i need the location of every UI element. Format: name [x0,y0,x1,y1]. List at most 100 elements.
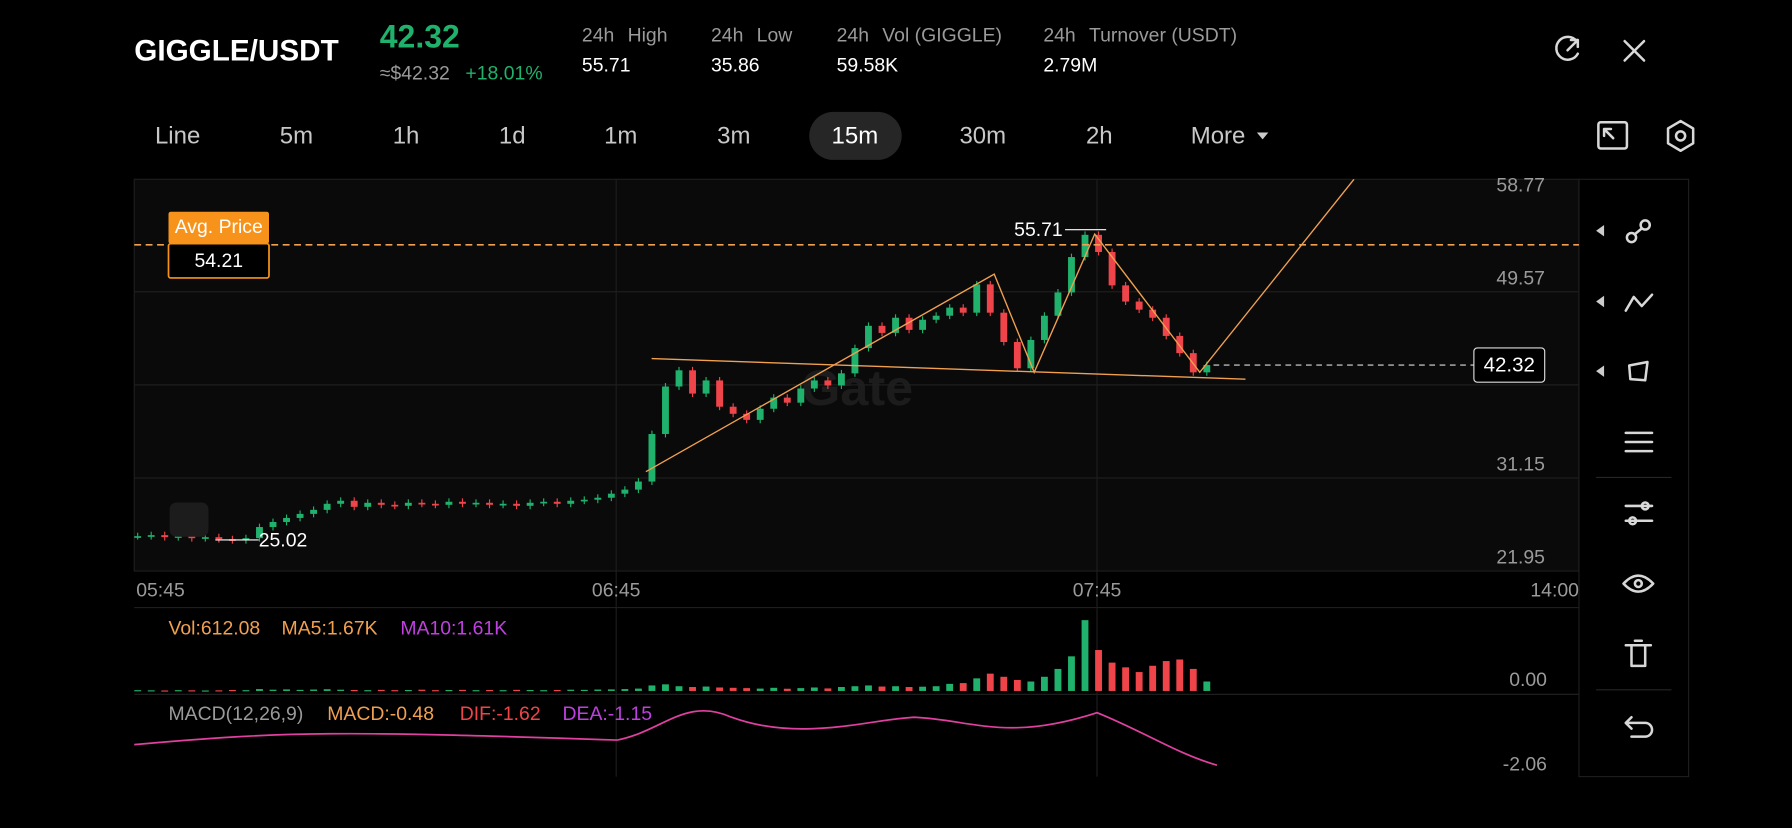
tool-settings[interactable] [1624,431,1654,453]
stat-value: 59.58K [837,54,899,76]
volume-bar [973,678,981,691]
volume-bar [377,689,385,691]
volume-bar [1189,668,1197,691]
stat-label: High [628,25,668,47]
tool-wave[interactable] [1624,293,1654,312]
macd-axis-top: 0.00 [1509,669,1547,691]
stat-period: 24h [582,25,614,47]
y-tick-label: 31.15 [1496,454,1545,476]
volume-bar [540,690,548,692]
volume-bar [865,685,872,691]
volume-bar [147,690,155,692]
dea-value: DEA:-1.15 [563,703,653,725]
x-tick-label: 14:00 [1530,580,1579,602]
stats: 24h High 55.71 24h Low 35.86 24h Vol (GIGGLE) 59… [582,25,1237,77]
macd-line-decor [134,709,1218,767]
close-icon[interactable] [1623,39,1646,62]
volume-bar [1054,668,1062,691]
tool-undo[interactable] [1624,715,1654,738]
volume-bar [932,686,940,691]
volume-bar [1135,672,1143,691]
stat-value: 2.79M [1043,54,1097,76]
x-tick-label: 05:45 [136,580,185,602]
volume-bar [269,689,277,691]
dif-value: DIF:-1.62 [460,703,541,725]
share-icon[interactable] [1555,35,1580,61]
interval-tab[interactable]: More [1191,122,1246,149]
volume-bar [431,690,439,692]
tool-shape[interactable] [1627,360,1649,382]
volume-bar [486,690,493,692]
volume-bar [472,690,480,692]
interval-tab[interactable]: 1m [604,122,637,149]
interval-tab[interactable]: Line [155,122,200,149]
volume-bar [1095,650,1102,691]
low-label: 25.02 [259,529,308,551]
volume-bar [1122,667,1130,691]
volume-pane [134,620,1211,692]
volume-bar [215,690,223,692]
interval-tab[interactable]: 5m [280,122,313,149]
tool-ray[interactable] [1625,219,1652,244]
volume-bar [296,689,304,691]
volume-bar [675,686,683,691]
settings-icon[interactable] [1666,119,1695,153]
usd-price: ≈$42.32 [380,62,450,84]
interval-tab[interactable]: 3m [717,122,750,149]
macd-axis-bottom: -2.06 [1503,753,1547,775]
volume-bar [418,689,426,691]
volume-bar [256,689,263,691]
stat-period: 24h [1043,25,1075,47]
volume-bar [404,690,412,692]
macd-value: MACD:-0.48 [327,703,434,725]
active-tab-bg [809,111,902,160]
interval-tab[interactable]: 1h [393,122,420,149]
volume-bar [1149,665,1157,691]
volume-bar [743,688,751,691]
volume-bar [702,686,710,691]
avg-price-tag [168,211,270,244]
volume-bar [459,689,466,691]
volume-bar [662,684,669,691]
volume-bar [391,690,399,692]
interval-tab[interactable]: 2h [1086,122,1113,149]
tool-visibility[interactable] [1622,574,1655,593]
last-price-value: 42.32 [1484,354,1535,377]
volume-bar [1040,676,1048,691]
overlay: Avg. Price 54.21 42.32 55.71 25.02 [134,211,1579,551]
avg-price-box [167,242,270,279]
ma5-label: MA5:1.67K [282,617,378,639]
volume-bar [851,686,859,691]
volume-bar [1162,661,1170,691]
interval-tab[interactable]: 15m [832,122,879,149]
volume-bar [634,688,642,691]
volume-bar [892,686,899,691]
volume-bar [919,686,927,691]
stat-period: 24h [711,25,743,47]
tool-delete[interactable] [1624,639,1653,668]
volume-bar [580,689,588,691]
volume-bar [810,687,818,691]
volume-bar [986,673,994,691]
volume-bar [174,690,182,692]
x-tick-label: 06:45 [592,580,641,602]
volume-bar [1000,676,1008,691]
x-tick-label: 07:45 [1073,580,1122,602]
volume-bar [1108,662,1116,691]
y-tick-label: 21.95 [1496,547,1545,569]
high-label: 55.71 [1014,219,1063,241]
layout-icon[interactable] [1597,120,1629,150]
volume-bar [824,688,832,691]
interval-tab[interactable]: 1d [499,122,526,149]
stat-label: Low [757,25,794,47]
tool-indicators[interactable] [1624,501,1654,526]
volume-bar [1176,659,1184,691]
ma10-label: MA10:1.61K [400,617,507,639]
interval-tab[interactable]: 30m [959,122,1006,149]
volume-bar [513,689,521,691]
volume-bar [594,689,602,691]
volume-bar [310,689,318,691]
